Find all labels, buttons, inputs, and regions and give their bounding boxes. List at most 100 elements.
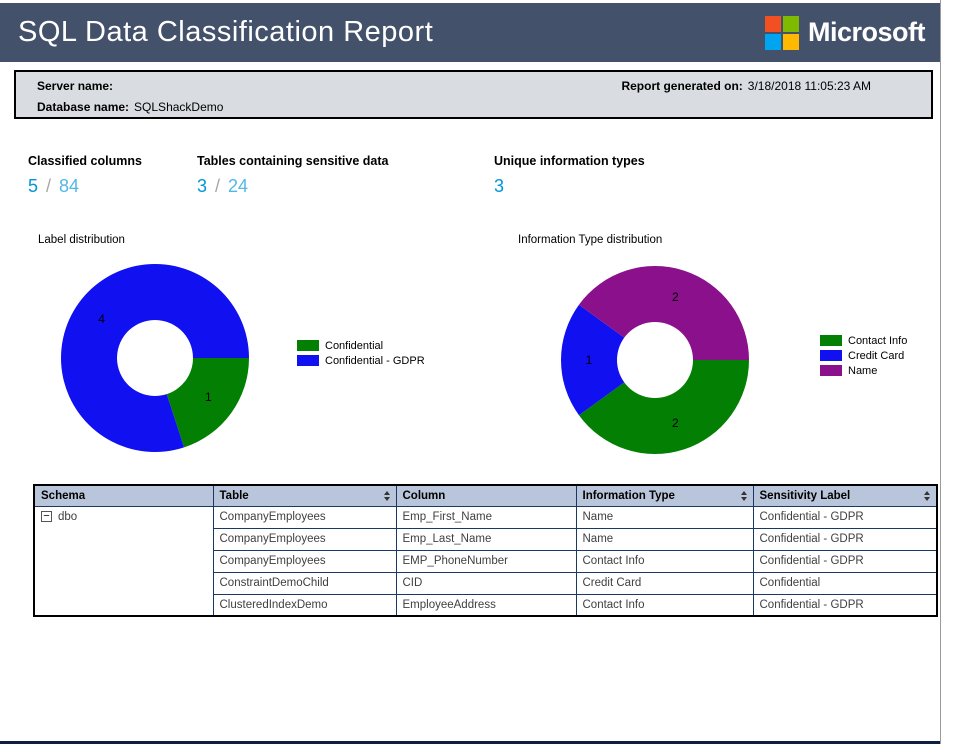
information-type-cell: Contact Info	[576, 550, 753, 572]
footer-rule	[0, 741, 941, 744]
label-distribution-donut-chart: 14	[60, 263, 250, 453]
stat-total: 84	[59, 176, 79, 196]
stat-unique-info-types: Unique information types 3 /	[494, 154, 645, 197]
server-name-row: Server name:	[37, 79, 118, 93]
stat-sensitive-tables: Tables containing sensitive data 3 / 24	[197, 154, 389, 197]
stat-count: 5	[28, 176, 38, 196]
collapse-group-icon[interactable]: −	[41, 511, 52, 522]
report-header: SQL Data Classification Report Microsoft	[0, 3, 941, 62]
column-name-cell: Emp_Last_Name	[396, 528, 576, 550]
information-type-cell: Contact Info	[576, 594, 753, 616]
information-type-cell: Name	[576, 506, 753, 528]
legend-swatch-icon	[297, 340, 319, 351]
legend-label: Name	[848, 365, 877, 377]
column-header-label: Sensitivity Label	[760, 490, 851, 502]
page-title: SQL Data Classification Report	[18, 16, 433, 49]
schema-cell: −dbo	[34, 506, 213, 616]
sensitivity-label-cell: Confidential	[753, 572, 937, 594]
classification-table-body: −dboCompanyEmployeesEmp_First_NameNameCo…	[34, 506, 937, 616]
table-name-cell: CompanyEmployees	[213, 528, 396, 550]
table-row: −dbo CompanyEmployeesEmp_First_NameNameCo…	[34, 506, 937, 528]
sort-icon[interactable]	[384, 491, 392, 501]
label-distribution-legend: Confidential Confidential - GDPR	[297, 340, 425, 366]
sensitivity-label-cell: Confidential - GDPR	[753, 550, 937, 572]
table-name-cell: ConstraintDemoChild	[213, 572, 396, 594]
page-right-border	[940, 0, 941, 744]
stat-classified-columns: Classified columns 5 / 84	[28, 154, 142, 197]
logo-square-yellow	[783, 34, 799, 50]
stat-count: 3	[494, 176, 504, 196]
database-name-label: Database name:	[37, 100, 129, 114]
database-name-row: Database name: SQLShackDemo	[37, 100, 871, 114]
report-generated-value: 3/18/2018 11:05:23 AM	[748, 79, 871, 93]
logo-square-blue	[765, 34, 781, 50]
microsoft-logo-icon	[765, 16, 799, 50]
logo-square-green	[783, 16, 799, 32]
server-name-label: Server name:	[37, 79, 113, 93]
legend-label: Confidential - GDPR	[325, 355, 425, 367]
legend-label: Credit Card	[848, 350, 904, 362]
stat-count: 3	[197, 176, 207, 196]
report-page: SQL Data Classification Report Microsoft…	[0, 0, 965, 755]
sensitivity-label-cell: Confidential - GDPR	[753, 506, 937, 528]
sensitivity-label-cell: Confidential - GDPR	[753, 594, 937, 616]
legend-label: Contact Info	[848, 335, 907, 347]
table-name-cell: CompanyEmployees	[213, 506, 396, 528]
stat-total: 24	[228, 176, 248, 196]
stat-separator: /	[210, 176, 225, 196]
legend-label: Confidential	[325, 340, 383, 352]
info-bar: Server name: Report generated on: 3/18/20…	[14, 70, 933, 119]
sort-icon[interactable]	[924, 491, 932, 501]
column-header-schema: Schema	[34, 485, 213, 506]
information-type-cell: Credit Card	[576, 572, 753, 594]
donut-value-label: 4	[98, 312, 105, 326]
stat-value: 5 / 84	[28, 176, 142, 197]
column-header-information-type[interactable]: Information Type	[576, 485, 753, 506]
microsoft-logo: Microsoft	[765, 16, 925, 50]
classification-table: Schema Table Column Information Type Sensiti…	[33, 484, 938, 617]
stat-label: Unique information types	[494, 154, 645, 168]
column-header-sensitivity-label[interactable]: Sensitivity Label	[753, 485, 937, 506]
column-name-cell: EmployeeAddress	[396, 594, 576, 616]
legend-item: Confidential - GDPR	[297, 355, 425, 366]
table-name-cell: ClusteredIndexDemo	[213, 594, 396, 616]
stat-value: 3 / 24	[197, 176, 389, 197]
legend-swatch-icon	[297, 355, 319, 366]
legend-swatch-icon	[820, 365, 842, 376]
report-generated-label: Report generated on:	[621, 79, 742, 93]
label-distribution-title: Label distribution	[38, 234, 125, 246]
column-header-label: Column	[403, 490, 446, 502]
stat-value: 3 /	[494, 176, 645, 197]
column-header-column: Column	[396, 485, 576, 506]
classification-table-header: Schema Table Column Information Type Sensiti…	[34, 485, 937, 506]
column-name-cell: EMP_PhoneNumber	[396, 550, 576, 572]
donut-value-label: 2	[672, 416, 679, 430]
sort-icon[interactable]	[741, 491, 749, 501]
information-type-cell: Name	[576, 528, 753, 550]
report-generated-row: Report generated on: 3/18/2018 11:05:23 A…	[621, 79, 871, 93]
column-header-label: Information Type	[583, 490, 675, 502]
database-name-value: SQLShackDemo	[134, 100, 223, 114]
column-header-label: Schema	[41, 490, 85, 502]
legend-item: Credit Card	[820, 350, 907, 361]
information-type-distribution-legend: Contact Info Credit Card Name	[820, 335, 907, 376]
donut-value-label: 1	[205, 390, 212, 404]
logo-square-red	[765, 16, 781, 32]
table-name-cell: CompanyEmployees	[213, 550, 396, 572]
legend-item: Name	[820, 365, 907, 376]
information-type-distribution-donut-chart: 2 1 2	[560, 265, 750, 455]
microsoft-wordmark: Microsoft	[808, 17, 925, 48]
sensitivity-label-cell: Confidential - GDPR	[753, 528, 937, 550]
column-header-table[interactable]: Table	[213, 485, 396, 506]
schema-name: dbo	[58, 511, 77, 523]
legend-swatch-icon	[820, 335, 842, 346]
column-name-cell: Emp_First_Name	[396, 506, 576, 528]
information-type-distribution-title: Information Type distribution	[518, 234, 662, 246]
legend-swatch-icon	[820, 350, 842, 361]
legend-item: Contact Info	[820, 335, 907, 346]
column-header-label: Table	[220, 490, 249, 502]
stat-separator: /	[41, 176, 56, 196]
donut-value-label: 2	[672, 290, 679, 304]
stat-label: Tables containing sensitive data	[197, 154, 389, 168]
donut-value-label: 1	[586, 353, 593, 367]
